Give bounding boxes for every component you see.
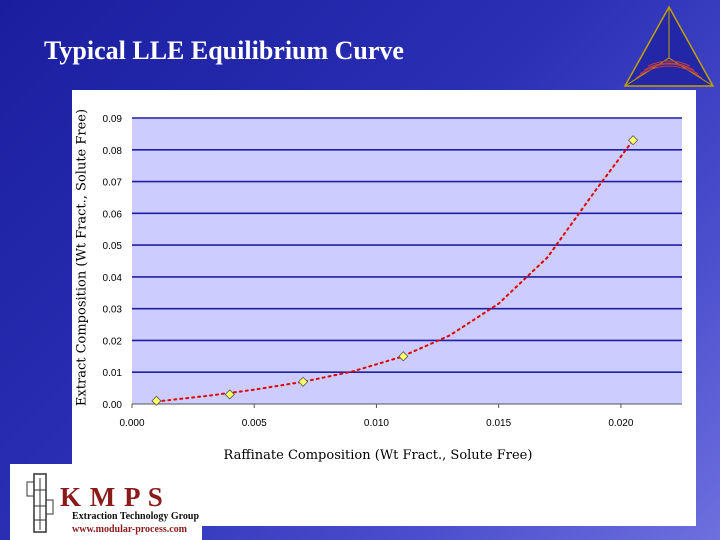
y-tick-label: 0.08	[103, 146, 123, 157]
slide-title: Typical LLE Equilibrium Curve	[44, 36, 404, 65]
data-point	[298, 376, 309, 387]
data-point	[628, 135, 639, 146]
x-tick-label: 0.020	[608, 418, 633, 429]
y-tick-label: 0.07	[103, 178, 123, 189]
data-point	[151, 395, 162, 406]
y-tick-label: 0.05	[103, 241, 123, 252]
y-tick-label: 0.02	[103, 336, 123, 347]
y-tick-label: 0.06	[103, 209, 123, 220]
kmps-url: www.modular-process.com	[72, 524, 187, 535]
column-device-icon	[26, 473, 54, 533]
chart-panel: 0.00 0.01 0.02 0.03 0.04 0.05 0.06 0.07 0.08 0.09…	[72, 90, 696, 526]
y-tick-label: 0.03	[103, 305, 123, 316]
trend-line	[155, 139, 635, 403]
plot-area	[132, 118, 682, 404]
y-tick-label: 0.01	[103, 368, 123, 379]
x-tick-label: 0.005	[242, 418, 267, 429]
x-axis-label: Raffinate Composition (Wt Fract., Solute…	[223, 448, 533, 463]
kmps-logo: K M P S Extraction Technology Group www.…	[10, 464, 202, 540]
triangle-logo-icon	[623, 5, 715, 87]
x-tick-label: 0.000	[119, 418, 144, 429]
y-axis-label-box: Extract Composition (Wt Fract., Solute F…	[72, 90, 94, 432]
equilibrium-chart: 0.00 0.01 0.02 0.03 0.04 0.05 0.06 0.07 0.08 0.09…	[103, 114, 682, 429]
kmps-wordmark: K M P S	[60, 482, 164, 512]
y-axis-label: Extract Composition (Wt Fract., Solute F…	[74, 108, 90, 407]
x-tick-label: 0.010	[364, 418, 389, 429]
data-point	[398, 351, 409, 362]
data-point	[224, 389, 235, 400]
y-tick-label: 0.09	[103, 114, 123, 125]
y-tick-label: 0.04	[103, 273, 123, 284]
x-tick-label: 0.015	[486, 418, 511, 429]
kmps-group-text: Extraction Technology Group	[72, 511, 200, 522]
y-tick-label: 0.00	[103, 400, 123, 411]
